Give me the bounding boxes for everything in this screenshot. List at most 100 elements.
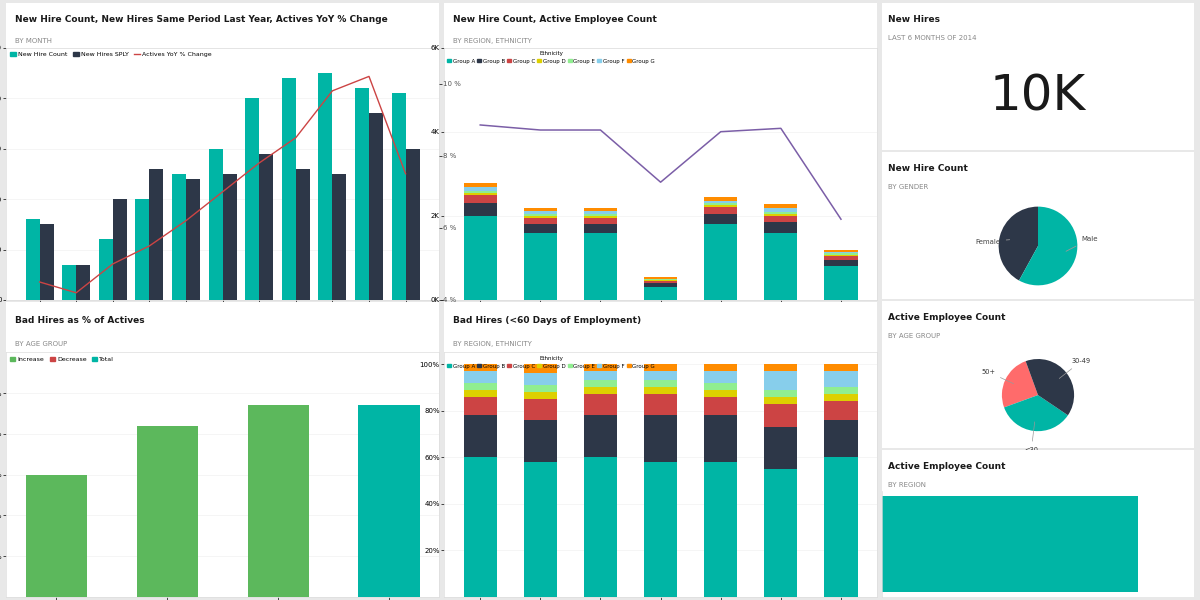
Text: <30: <30 bbox=[1025, 422, 1038, 452]
Bar bbox=[355, 88, 370, 300]
Bar bbox=[463, 397, 497, 415]
Bar bbox=[644, 277, 677, 278]
Text: 50+: 50+ bbox=[982, 369, 1014, 383]
Text: BY REGION, ETHNICITY: BY REGION, ETHNICITY bbox=[452, 38, 532, 44]
Text: New Hire Count, New Hires Same Period Last Year, Actives YoY % Change: New Hire Count, New Hires Same Period La… bbox=[14, 16, 388, 25]
Text: BY MONTH: BY MONTH bbox=[14, 38, 52, 44]
Bar bbox=[524, 385, 557, 392]
Bar bbox=[824, 253, 858, 254]
Bar bbox=[524, 364, 557, 373]
Bar bbox=[704, 208, 737, 214]
Bar bbox=[584, 208, 617, 211]
Bar bbox=[524, 420, 557, 462]
Bar bbox=[245, 98, 259, 300]
Bar bbox=[584, 457, 617, 597]
Bar bbox=[524, 462, 557, 597]
Bar bbox=[98, 239, 113, 300]
Bar bbox=[882, 496, 1138, 592]
Bar bbox=[824, 254, 858, 256]
Bar bbox=[40, 224, 54, 300]
Text: Bad Hires (<60 Days of Employment): Bad Hires (<60 Days of Employment) bbox=[452, 316, 641, 325]
Bar bbox=[76, 265, 90, 300]
Bar bbox=[764, 222, 797, 233]
Text: New Hires: New Hires bbox=[888, 14, 941, 23]
Legend: New Hire Count, New Hires SPLY, Actives YoY % Change: New Hire Count, New Hires SPLY, Actives … bbox=[10, 50, 212, 59]
Bar bbox=[764, 214, 797, 216]
Text: BY REGION, ETHNICITY: BY REGION, ETHNICITY bbox=[452, 341, 532, 347]
Bar bbox=[584, 415, 617, 457]
Bar bbox=[704, 203, 737, 205]
Bar bbox=[113, 199, 127, 300]
Bar bbox=[463, 187, 497, 191]
Bar bbox=[463, 193, 497, 195]
Bar bbox=[704, 224, 737, 300]
Bar bbox=[584, 218, 617, 224]
Bar bbox=[644, 287, 677, 300]
Text: 10K: 10K bbox=[990, 73, 1086, 121]
Bar bbox=[524, 214, 557, 216]
Bar bbox=[463, 383, 497, 390]
Bar bbox=[764, 427, 797, 469]
Bar bbox=[824, 364, 858, 371]
Bar bbox=[824, 388, 858, 394]
Bar bbox=[463, 457, 497, 597]
Text: Female: Female bbox=[976, 239, 1009, 245]
Bar bbox=[704, 383, 737, 390]
Text: BY AGE GROUP: BY AGE GROUP bbox=[888, 333, 941, 339]
Bar bbox=[584, 211, 617, 214]
Bar bbox=[332, 174, 347, 300]
Bar bbox=[704, 390, 737, 397]
Wedge shape bbox=[1004, 395, 1068, 431]
Bar bbox=[62, 265, 76, 300]
Bar bbox=[25, 475, 86, 597]
Bar bbox=[824, 266, 858, 300]
Wedge shape bbox=[1026, 359, 1074, 415]
Bar bbox=[296, 169, 310, 300]
Bar bbox=[524, 399, 557, 420]
Text: Active Employee Count: Active Employee Count bbox=[888, 462, 1006, 471]
Bar bbox=[764, 204, 797, 208]
Bar bbox=[463, 371, 497, 383]
Text: BY GENDER: BY GENDER bbox=[888, 184, 929, 190]
Bar bbox=[644, 394, 677, 415]
Wedge shape bbox=[1002, 361, 1038, 407]
Bar bbox=[644, 371, 677, 380]
Bar bbox=[524, 373, 557, 385]
Bar bbox=[137, 426, 198, 597]
Bar bbox=[524, 224, 557, 233]
Bar bbox=[764, 397, 797, 404]
Text: Male: Male bbox=[1066, 236, 1098, 251]
Text: New Hire Count: New Hire Count bbox=[888, 164, 968, 173]
Bar bbox=[463, 195, 497, 203]
Bar bbox=[704, 201, 737, 203]
Bar bbox=[584, 216, 617, 218]
Bar bbox=[584, 364, 617, 371]
Text: LAST 6 MONTHS OF 2014: LAST 6 MONTHS OF 2014 bbox=[888, 35, 977, 41]
Bar bbox=[704, 462, 737, 597]
Bar bbox=[764, 233, 797, 300]
Bar bbox=[584, 380, 617, 388]
Bar bbox=[524, 392, 557, 399]
Bar bbox=[704, 415, 737, 462]
Bar bbox=[149, 169, 163, 300]
Bar bbox=[764, 371, 797, 390]
Legend: Group A, Group B, Group C, Group D, Group E, Group F, Group G: Group A, Group B, Group C, Group D, Grou… bbox=[446, 355, 655, 369]
Bar bbox=[463, 183, 497, 187]
Text: BY REGION: BY REGION bbox=[888, 482, 926, 488]
Bar bbox=[764, 208, 797, 212]
Bar bbox=[704, 371, 737, 383]
Bar bbox=[524, 233, 557, 300]
Bar bbox=[824, 256, 858, 260]
Bar bbox=[704, 397, 737, 415]
Bar bbox=[644, 364, 677, 371]
Bar bbox=[584, 214, 617, 216]
Bar bbox=[644, 388, 677, 394]
Bar bbox=[644, 380, 677, 388]
Bar bbox=[764, 364, 797, 371]
Bar bbox=[463, 364, 497, 371]
Bar bbox=[764, 216, 797, 222]
Bar bbox=[824, 371, 858, 388]
Bar bbox=[463, 191, 497, 193]
Bar bbox=[463, 390, 497, 397]
Bar bbox=[524, 208, 557, 211]
